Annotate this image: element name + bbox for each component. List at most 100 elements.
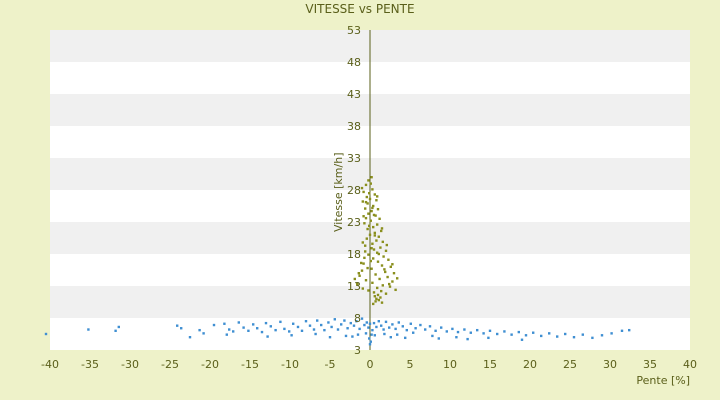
data-point (365, 195, 368, 199)
data-point (328, 336, 332, 339)
x-tick-label: -10 (281, 358, 299, 371)
data-point (591, 336, 594, 340)
data-point (373, 234, 376, 237)
x-tick-label: 20 (523, 358, 537, 371)
data-point (343, 319, 346, 322)
data-point (428, 325, 432, 328)
data-point (434, 329, 437, 332)
data-point (304, 320, 308, 323)
data-point (466, 337, 469, 341)
data-point (378, 277, 381, 281)
data-point (349, 321, 352, 325)
data-point (364, 250, 367, 253)
data-point (376, 223, 379, 226)
data-point (364, 332, 368, 335)
data-point (394, 327, 397, 331)
data-point (387, 258, 390, 261)
data-point (212, 323, 216, 327)
data-point (405, 328, 408, 332)
data-point (377, 235, 380, 238)
data-point (374, 273, 377, 276)
data-point (556, 335, 559, 338)
data-point (372, 204, 375, 208)
data-point (360, 261, 363, 265)
series-1 (353, 176, 399, 306)
data-point (358, 274, 361, 277)
data-point (401, 325, 404, 328)
data-point (388, 326, 391, 329)
data-point (363, 323, 366, 327)
data-point (564, 332, 567, 336)
data-point (362, 215, 365, 218)
data-point (371, 328, 374, 332)
data-point (455, 336, 458, 339)
data-point (264, 321, 268, 325)
data-point (360, 186, 364, 190)
data-point (376, 293, 380, 297)
data-point (352, 324, 356, 327)
data-point (383, 332, 386, 336)
data-point (364, 200, 368, 204)
data-point (532, 331, 535, 334)
data-point (360, 269, 364, 272)
data-point (378, 217, 381, 220)
data-point (368, 343, 372, 346)
data-point (369, 182, 372, 185)
data-point (330, 325, 333, 329)
data-point (396, 333, 399, 336)
data-point (279, 320, 282, 324)
data-point (469, 331, 472, 334)
data-point (372, 225, 375, 229)
data-point (375, 199, 378, 202)
data-point (353, 277, 356, 281)
data-point (376, 251, 379, 254)
data-point (385, 243, 388, 247)
data-point (456, 330, 460, 334)
data-point (517, 330, 520, 334)
data-point (237, 321, 240, 324)
data-point (361, 287, 364, 290)
y-tick-label: 3 (354, 344, 361, 357)
data-point (524, 334, 528, 337)
data-point (431, 334, 434, 338)
x-tick-label: 25 (563, 358, 577, 371)
data-point (379, 296, 382, 299)
data-point (510, 333, 513, 336)
data-point (44, 332, 48, 336)
data-point (373, 295, 376, 298)
chart-title: VITESSE vs PENTE (305, 2, 414, 16)
data-point (386, 275, 389, 279)
data-point (176, 324, 179, 327)
y-tick-label: 33 (347, 152, 361, 165)
data-point (397, 321, 400, 324)
data-point (380, 301, 384, 304)
data-point (380, 289, 383, 293)
data-point (372, 302, 375, 306)
data-point (377, 298, 380, 302)
data-point (373, 193, 376, 196)
data-point (364, 207, 367, 210)
data-point (266, 335, 269, 338)
data-point (409, 322, 412, 325)
data-point (314, 332, 317, 336)
data-point (373, 334, 376, 337)
data-point (371, 206, 374, 210)
data-point (323, 328, 326, 332)
data-point (437, 337, 440, 340)
data-point (476, 328, 479, 332)
x-tick-label: 40 (683, 358, 697, 371)
data-point (368, 322, 372, 325)
data-point (445, 330, 448, 333)
data-point (300, 329, 304, 332)
x-axis-label: Pente [%] (636, 374, 690, 387)
data-point (404, 336, 407, 340)
data-point (375, 239, 378, 242)
data-point (373, 231, 376, 235)
data-point (392, 272, 396, 275)
data-point (366, 266, 369, 270)
data-point (247, 329, 250, 332)
data-point (367, 289, 370, 292)
data-point (380, 324, 383, 327)
data-point (382, 328, 385, 331)
